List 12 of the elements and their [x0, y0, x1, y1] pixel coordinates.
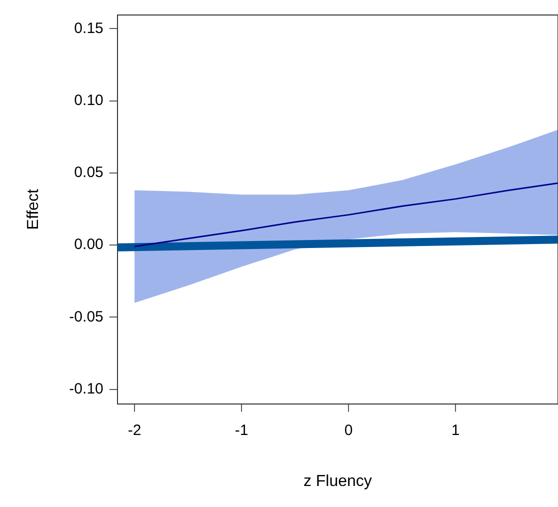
- x-tick-label: -2: [128, 422, 142, 439]
- y-tick-label: -0.10: [69, 380, 104, 398]
- x-tick-label: 1: [451, 422, 460, 439]
- y-tick-label: -0.05: [69, 308, 104, 326]
- y-tick-label: 0.10: [74, 92, 104, 109]
- y-tick-label: 0.05: [74, 164, 104, 182]
- x-axis-title: z Fluency: [303, 472, 372, 490]
- x-tick-label: 0: [344, 422, 353, 439]
- x-tick-label: -1: [234, 422, 248, 439]
- y-tick-label: 0.15: [74, 20, 104, 37]
- y-tick-label: 0.00: [74, 236, 104, 254]
- y-axis-title: Effect: [25, 188, 42, 230]
